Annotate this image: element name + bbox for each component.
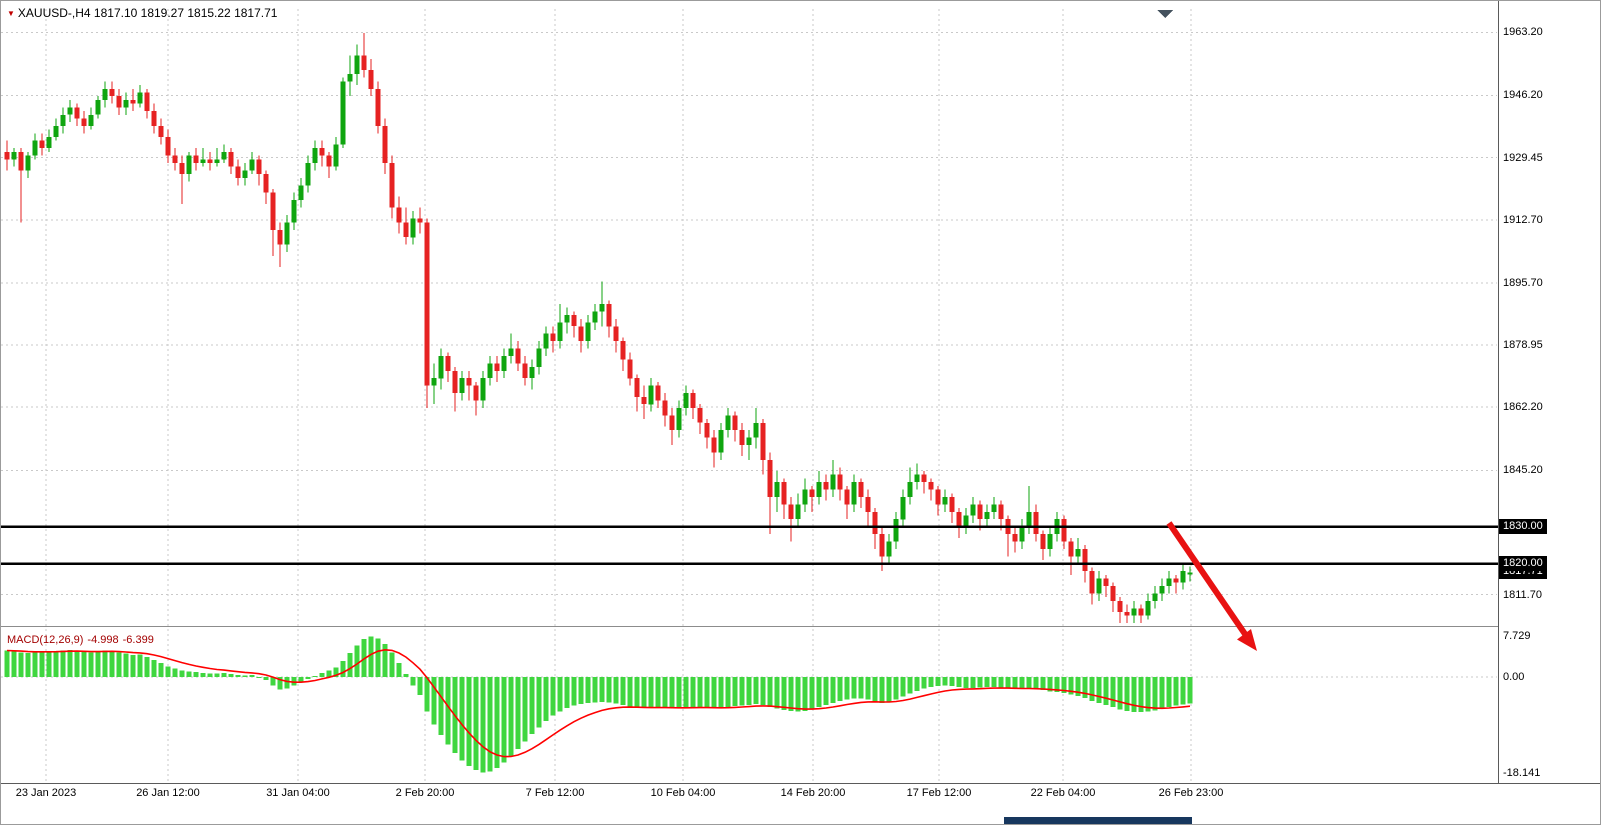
price-axis-label: 1963.20	[1503, 26, 1543, 38]
hline-price-tag: 1830.00	[1499, 519, 1547, 534]
symbol-ohlc-text: XAUUSD-,H4 1817.10 1819.27 1815.22 1817.…	[17, 6, 278, 20]
time-axis-label: 14 Feb 20:00	[780, 787, 846, 799]
macd-name: MACD(12,26,9)	[7, 634, 84, 646]
price-axis-label: 1895.70	[1503, 277, 1543, 289]
time-axis-label: 22 Feb 04:00	[1030, 787, 1096, 799]
macd-indicator-label: MACD(12,26,9) -4.998 -6.399	[7, 634, 158, 646]
macd-histogram	[4, 636, 1193, 773]
macd-signal-value: -6.399	[122, 634, 154, 646]
macd-axis-label: 0.00	[1503, 671, 1525, 683]
trend-arrow-annotation[interactable]	[1166, 521, 1257, 651]
price-axis-label: 1912.70	[1503, 214, 1543, 226]
time-axis-label: 26 Jan 12:00	[136, 787, 200, 799]
hline-price-tag: 1820.00	[1499, 556, 1547, 571]
price-axis-label: 1929.45	[1503, 152, 1543, 164]
macd-main-value: -4.998	[87, 634, 119, 646]
time-axis-label: 26 Feb 23:00	[1158, 787, 1224, 799]
price-axis[interactable]	[1498, 1, 1600, 783]
chart-shift-marker[interactable]	[1157, 10, 1173, 18]
time-axis-label: 10 Feb 04:00	[650, 787, 716, 799]
macd-axis-label: -18.141	[1503, 767, 1541, 779]
price-axis-label: 1811.70	[1503, 589, 1542, 601]
bottom-dark-strip	[1004, 817, 1192, 824]
macd-axis-label: 7.729	[1503, 630, 1531, 642]
time-axis-label: 23 Jan 2023	[15, 787, 77, 799]
time-axis-label: 31 Jan 04:00	[266, 787, 330, 799]
price-axis-label: 1862.20	[1503, 401, 1543, 413]
price-axis-label: 1845.20	[1503, 464, 1543, 476]
time-axis-label: 7 Feb 12:00	[525, 787, 585, 799]
candlestick-series	[4, 33, 1193, 624]
macd-signal-line	[6, 648, 1191, 758]
price-axis-label: 1878.95	[1503, 339, 1543, 351]
grid-lines	[1, 9, 1497, 782]
time-axis-label: 17 Feb 12:00	[906, 787, 972, 799]
chart-header: ▼ XAUUSD-,H4 1817.10 1819.27 1815.22 1817…	[7, 6, 277, 20]
symbol-marker-icon: ▼	[7, 9, 15, 19]
price-axis-label: 1946.20	[1503, 89, 1543, 101]
time-axis-label: 2 Feb 20:00	[395, 787, 455, 799]
